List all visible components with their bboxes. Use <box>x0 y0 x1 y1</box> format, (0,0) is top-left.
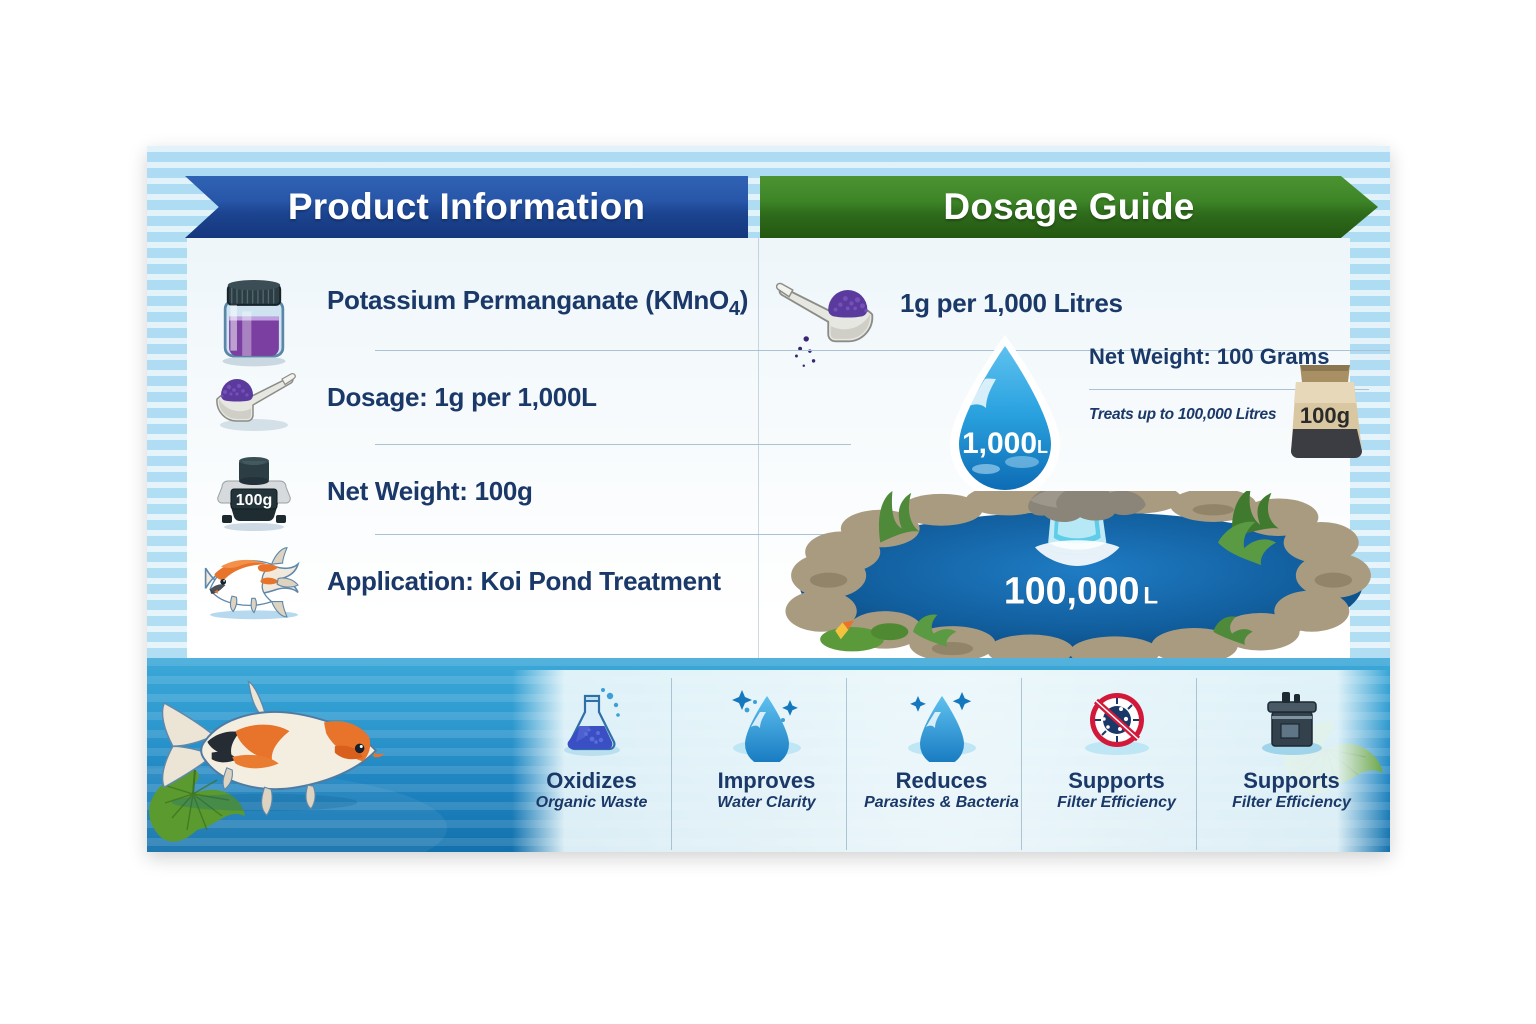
svg-text:100g: 100g <box>236 492 272 509</box>
svg-text:100g: 100g <box>1300 403 1350 428</box>
svg-text:1,000L: 1,000L <box>962 427 1048 460</box>
svg-text:100,000L: 100,000 L <box>1004 570 1158 612</box>
